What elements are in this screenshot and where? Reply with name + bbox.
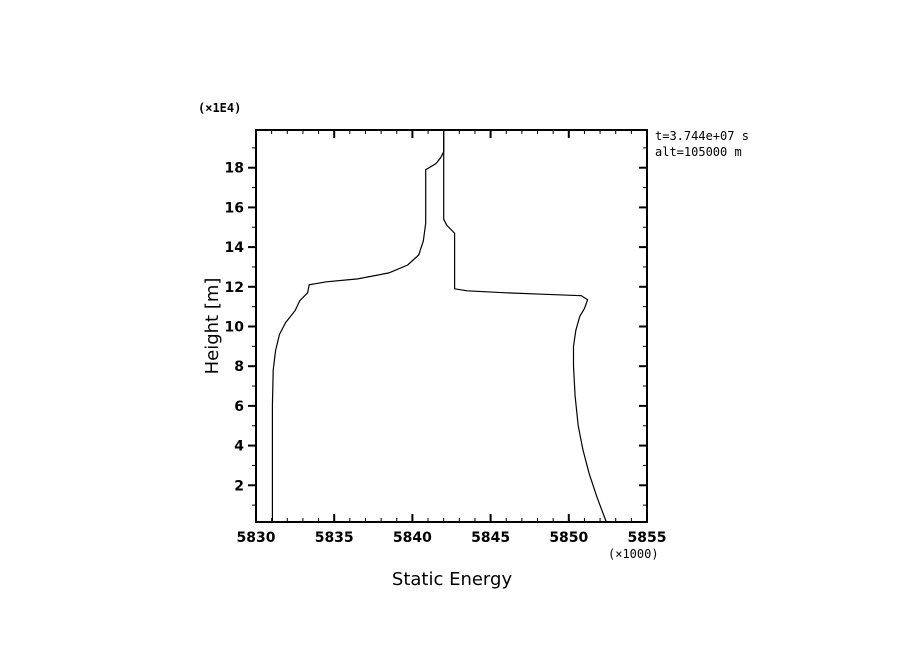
y-tick-label: 16 [225,200,244,216]
series-line-profile-1 [271,130,445,522]
x-tick-label: 5835 [315,530,354,546]
series-lines [271,130,607,523]
axis-ticks [248,130,648,522]
annotation-time: t=3.744e+07 s [655,129,749,143]
y-multiplier-label: (×1E4) [198,101,241,115]
y-tick-label: 10 [225,319,245,335]
x-tick-labels: 5830 5835 5840 5845 5850 5855 [237,530,667,546]
y-tick-label: 4 [234,439,244,455]
plot-frame [255,129,648,523]
y-tick-label: 2 [234,478,244,494]
y-tick-label: 14 [225,240,245,256]
x-tick-label: 5845 [471,530,510,546]
x-tick-label: 5855 [628,530,667,546]
y-tick-labels: 2 4 6 8 10 12 14 16 18 [225,161,245,495]
y-tick-label: 6 [234,399,244,415]
x-tick-label: 5840 [393,530,432,546]
x-multiplier-label: (×1000) [608,547,659,561]
series-line-profile-2 [443,130,607,523]
x-tick-label: 5850 [549,530,588,546]
x-axis-title: Static Energy [392,569,513,590]
x-tick-label: 5830 [237,530,276,546]
annotation-altitude: alt=105000 m [655,145,742,159]
y-tick-label: 8 [234,359,244,375]
y-axis-title: Height [m] [202,278,223,375]
y-tick-label: 18 [225,161,244,177]
y-tick-label: 12 [225,280,244,296]
